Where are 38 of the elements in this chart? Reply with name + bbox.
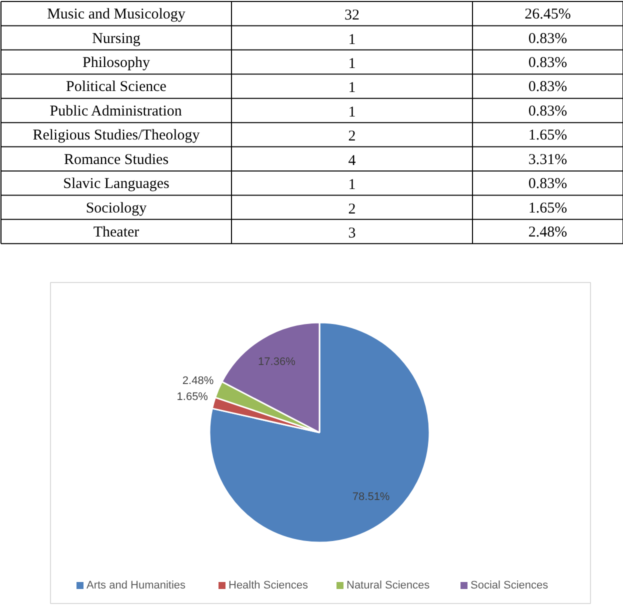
category-label: Theater xyxy=(93,224,140,241)
data-label: 17.36% xyxy=(258,356,296,368)
legend-label: Natural Sciences xyxy=(346,580,430,592)
data-label: 32 xyxy=(344,8,360,24)
data-label: 1.65% xyxy=(528,200,568,216)
legend-label: Health Sciences xyxy=(228,580,308,592)
data-label: 2.48% xyxy=(182,374,214,387)
data-label: 1 xyxy=(348,177,356,194)
category-label: Romance Studies xyxy=(64,152,169,168)
category-label: Slavic Languages xyxy=(63,176,170,192)
data-label: 1 xyxy=(348,32,356,48)
data-label: 2.48% xyxy=(528,224,568,241)
data-label: 0.83% xyxy=(528,30,568,47)
data-label: 1 xyxy=(348,104,356,120)
data-label: 2 xyxy=(348,128,356,145)
data-label: 3.31% xyxy=(528,152,568,168)
data-label: 4 xyxy=(348,152,356,169)
category-label: Public Administration xyxy=(50,103,182,120)
category-label: Sociology xyxy=(86,200,148,216)
data-label: 0.83% xyxy=(528,103,568,120)
category-label: Political Science xyxy=(66,79,167,96)
category-label: Religious Studies/Theology xyxy=(32,128,200,144)
data-label: 1 xyxy=(348,80,356,96)
data-label: 26.45% xyxy=(524,6,571,23)
category-label: Nursing xyxy=(92,30,141,47)
data-label: 1 xyxy=(348,56,356,72)
data-label: 2 xyxy=(348,201,356,218)
data-label: 0.83% xyxy=(528,176,568,192)
legend-label: Social Sciences xyxy=(470,580,549,592)
data-label: 1.65% xyxy=(528,128,568,144)
data-label: 1.65% xyxy=(176,390,208,403)
data-label: 0.83% xyxy=(528,79,568,96)
data-label: 78.51% xyxy=(352,490,390,503)
data-label: 3 xyxy=(348,226,356,242)
category-label: Music and Musicology xyxy=(47,6,186,23)
legend-label: Arts and Humanities xyxy=(86,580,186,592)
category-label: Philosophy xyxy=(82,55,151,72)
data-label: 0.83% xyxy=(528,55,568,72)
